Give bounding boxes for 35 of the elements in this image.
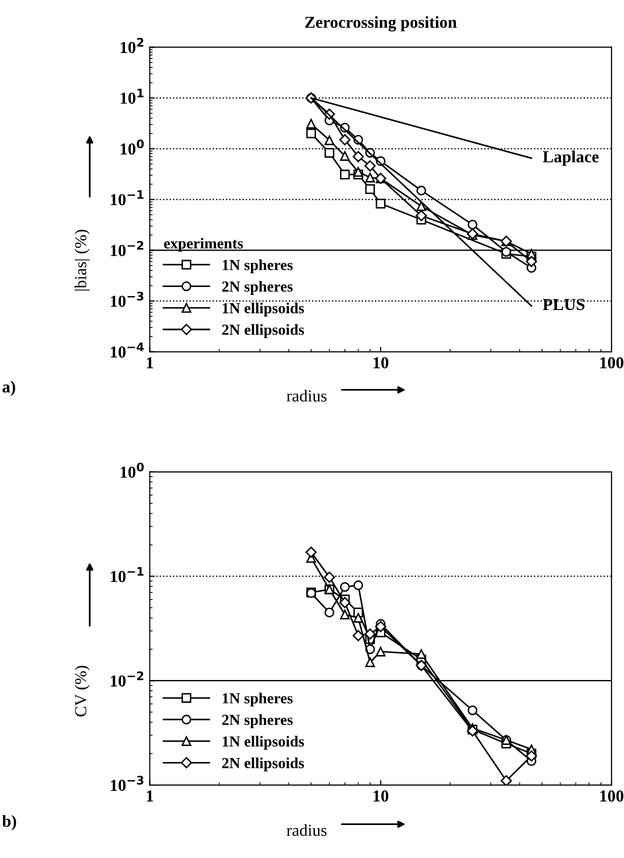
x-tick-label: 1 [146,357,154,368]
legend-label: 1N ellipsoids [222,302,304,316]
annotation: Laplace [542,150,599,166]
y-tick-label: 10$^{−3}$ [110,776,144,791]
y-tick-label: 10$^{−2}$ [110,671,144,687]
y-tick-label: 10$^{−2}$ [110,240,144,256]
x-axis-title: radius [286,390,327,402]
legend-label: 1N spheres [222,259,293,274]
x-tick-label: 1 [146,790,154,802]
x-tick-label: 100 [600,790,624,802]
y-tick-label: 10$^{−1}$ [110,567,144,582]
text: b) [2,815,16,830]
legend-label: 2N spheres [222,714,293,728]
y-tick-label: 10$^{2}$ [120,38,144,54]
y-tick-label: 10$^{−3}$ [110,292,144,307]
legend-label: 2N ellipsoids [222,757,304,772]
legend-label: 2N ellipsoids [222,324,304,338]
x-tick-label: 10 [374,790,388,802]
y-tick-label: 10$^{−4}$ [110,342,144,358]
x-tick-label: 10 [374,357,388,368]
y-axis-title: CV (%) [74,666,90,716]
chart-title: Zerocrossing position [305,16,457,32]
y-tick-label: 10$^{1}$ [120,88,144,104]
y-tick-label: 10$^{0}$ [120,462,144,478]
y-tick-label: 10$^{0}$ [120,139,144,155]
legend-label: 2N spheres [222,281,293,295]
x-axis-title: radius [286,824,327,836]
legend-label: 1N spheres [222,692,293,707]
x-tick-label: 100 [600,357,624,368]
legend-label: 1N ellipsoids [222,736,304,750]
legend-title: experiments [164,238,243,252]
y-axis-title: |bias| (%) [74,230,90,290]
y-tick-label: 10$^{−1}$ [110,190,144,206]
text: a) [2,380,16,396]
annotation: PLUS [542,298,584,310]
